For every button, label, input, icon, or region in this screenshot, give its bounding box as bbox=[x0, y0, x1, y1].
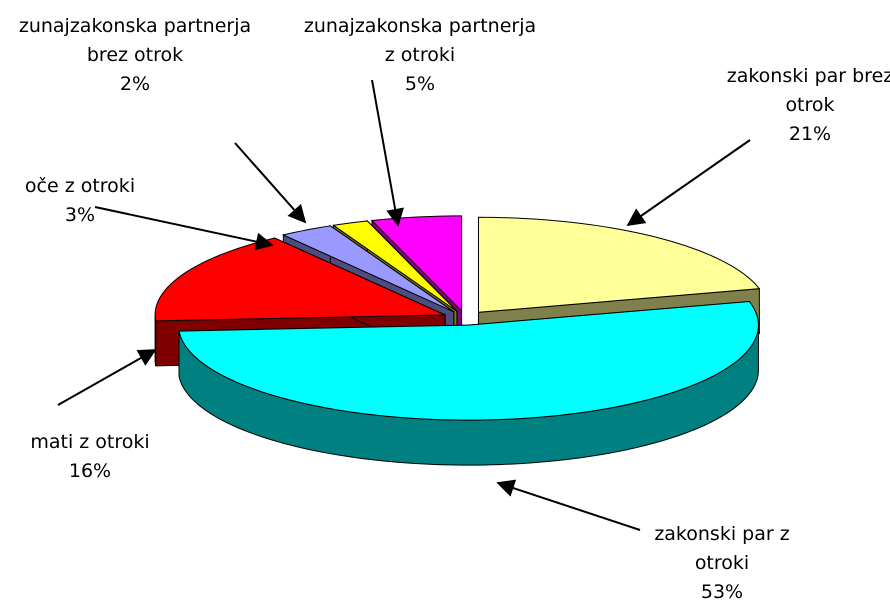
category-name: zunajzakonska partnerja brez otrok bbox=[18, 15, 252, 66]
slice-label: zakonski par z otroki 53% bbox=[647, 520, 797, 607]
leader-arrow bbox=[496, 479, 641, 531]
slice-label: zunajzakonska partnerja brez otrok 2% bbox=[0, 12, 270, 99]
category-name: mati z otroki bbox=[30, 431, 150, 453]
slice bbox=[178, 300, 759, 466]
leader-arrow bbox=[57, 349, 157, 406]
value-label: 5% bbox=[404, 73, 436, 95]
leader-arrow bbox=[371, 79, 404, 227]
slice-top bbox=[154, 237, 446, 322]
leader-arrow bbox=[234, 142, 307, 224]
category-name: oče z otroki bbox=[24, 175, 136, 197]
slice-top bbox=[332, 220, 458, 312]
leader-arrow bbox=[94, 206, 274, 251]
slice-wall bbox=[154, 314, 157, 366]
slice-top bbox=[477, 216, 761, 313]
slice-top bbox=[370, 215, 463, 313]
slice-label: zakonski par brez otrok 21% bbox=[725, 62, 890, 149]
slice-label: mati z otroki 16% bbox=[5, 428, 175, 486]
slice-label: zunajzakonska partnerja z otroki 5% bbox=[303, 12, 538, 99]
value-label: 3% bbox=[64, 204, 96, 226]
category-name: zakonski par brez otrok bbox=[726, 65, 890, 116]
category-name: zunajzakonska partnerja z otroki bbox=[303, 15, 537, 66]
slice-label: oče z otroki 3% bbox=[0, 172, 160, 230]
category-name: zakonski par z otroki bbox=[654, 523, 790, 574]
leader-arrow bbox=[626, 139, 751, 227]
value-label: 53% bbox=[700, 581, 744, 603]
slice-top bbox=[178, 300, 759, 421]
value-label: 2% bbox=[119, 73, 151, 95]
slice-top bbox=[281, 225, 455, 313]
value-label: 16% bbox=[68, 460, 112, 482]
value-label: 21% bbox=[788, 123, 832, 145]
